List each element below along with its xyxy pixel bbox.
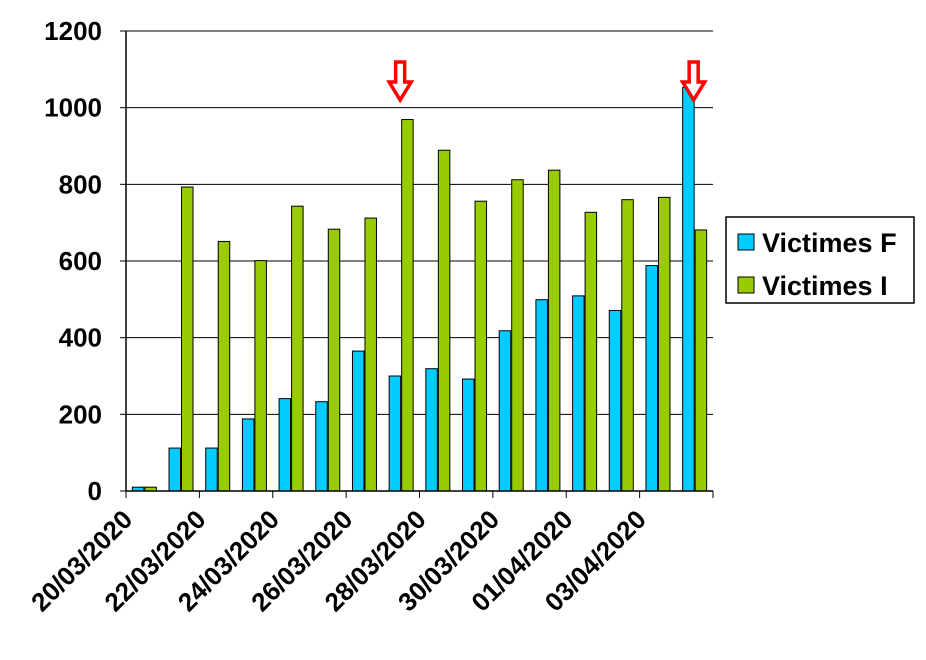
bar-victimes-f [572, 295, 585, 492]
legend-swatch-victimes-i [737, 276, 755, 294]
bar-victimes-f [425, 368, 438, 492]
y-tick-label: 600 [59, 246, 102, 276]
bar-victimes-i [181, 186, 194, 492]
bar-victimes-f [462, 378, 475, 492]
y-tick-label: 400 [59, 323, 102, 353]
legend-swatch-victimes-f [737, 233, 755, 251]
down-arrow-icon [386, 60, 415, 104]
bar-victimes-i [401, 119, 414, 492]
bar-victimes-i [437, 149, 451, 492]
bar-victimes-f [535, 299, 548, 492]
bar-victimes-f [682, 86, 695, 492]
bar-victimes-f [278, 398, 292, 492]
bar-victimes-f [645, 265, 658, 492]
bar-victimes-i [584, 211, 598, 492]
y-axis-ticks: 0 200 400 600 800 1000 1200 [44, 16, 126, 506]
bar-victimes-i [217, 240, 231, 492]
bar-victimes-f [388, 375, 402, 492]
bar-victimes-f [498, 330, 512, 492]
y-tick-label: 0 [88, 476, 102, 506]
bar-victimes-i [474, 200, 488, 492]
legend-label-victimes-f: Victimes F [762, 228, 897, 258]
bar-victimes-f [351, 350, 365, 492]
bar-victimes-f [315, 401, 328, 492]
bar-victimes-f [241, 418, 255, 492]
bar-victimes-i [511, 179, 524, 492]
down-arrow-icon [679, 60, 708, 104]
bar-victimes-i [327, 228, 341, 492]
bar-victimes-f [608, 309, 622, 492]
legend: Victimes F Victimes I [725, 216, 915, 304]
y-tick-label: 200 [59, 399, 102, 429]
x-axis-ticks: 20/03/202022/03/202024/03/202026/03/2020… [25, 491, 714, 617]
y-tick-label: 1200 [44, 16, 102, 46]
bar-series [131, 86, 708, 492]
bar-victimes-f [205, 447, 218, 492]
bar-victimes-f [168, 447, 182, 492]
bar-victimes-i [694, 229, 708, 492]
bar-victimes-i [254, 260, 267, 492]
y-tick-label: 1000 [44, 93, 102, 123]
bar-victimes-i [547, 169, 561, 492]
legend-label-victimes-i: Victimes I [762, 271, 888, 301]
bar-victimes-i [364, 217, 377, 492]
bar-victimes-i [657, 196, 671, 492]
y-tick-label: 800 [59, 169, 102, 199]
bar-victimes-i [291, 205, 304, 492]
annotation-arrows [386, 60, 708, 104]
legend-box [725, 216, 915, 304]
bar-victimes-i [621, 199, 634, 492]
